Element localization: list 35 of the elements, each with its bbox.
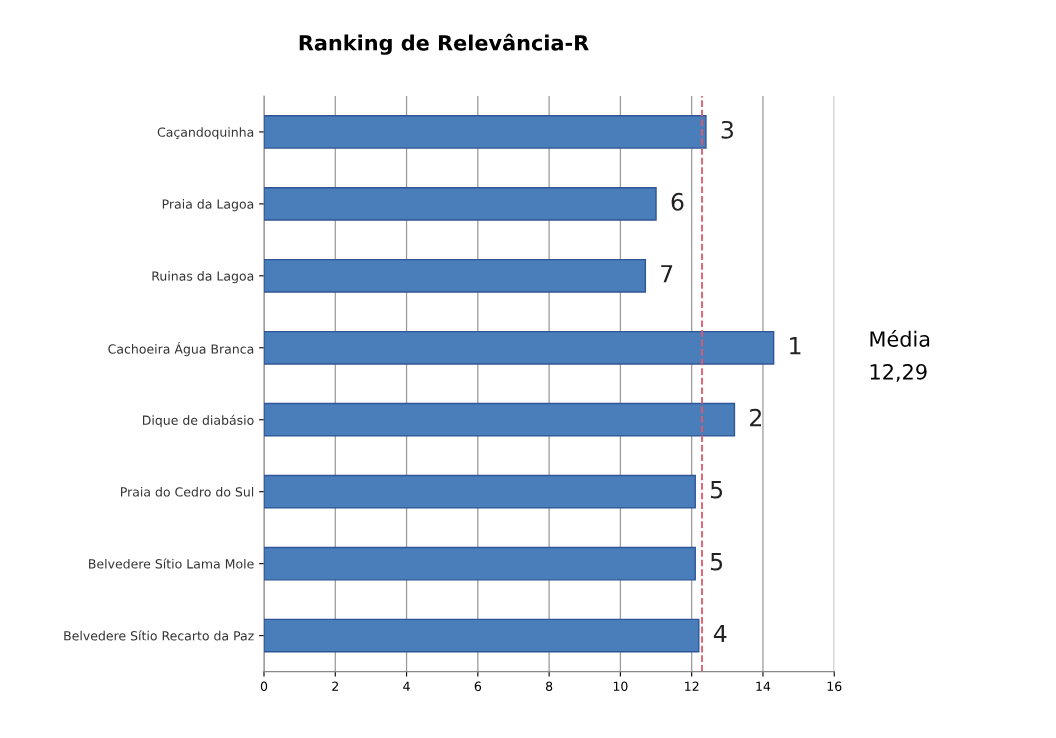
y-tick-label: Praia do Cedro do Sul <box>121 486 254 497</box>
chart-title: Ranking de Relevância-R <box>299 33 589 55</box>
bar <box>264 115 707 149</box>
x-tick-label: 6 <box>474 681 482 691</box>
annotation: 5 <box>710 552 723 571</box>
y-tick-label: Ruinas da Lagoa <box>152 271 254 284</box>
x-tick-label: 0 <box>260 681 268 691</box>
x-tick-label: 16 <box>827 681 842 691</box>
annotation: 2 <box>750 408 761 427</box>
bar <box>264 186 657 221</box>
annotation: 5 <box>710 480 723 499</box>
bar <box>264 618 700 653</box>
bar <box>264 258 647 293</box>
x-tick-label: 12 <box>685 681 699 691</box>
bar <box>264 546 696 581</box>
bar <box>264 474 696 509</box>
x-tick-label: 2 <box>332 681 338 691</box>
annotation: 7 <box>661 265 673 283</box>
x-tick-label: 14 <box>756 681 771 691</box>
annotation: 1 <box>790 337 801 355</box>
annotation: 3 <box>721 120 733 139</box>
x-tick-label: 4 <box>403 681 410 691</box>
annotation: 4 <box>713 624 727 643</box>
bar <box>264 330 775 365</box>
bar <box>264 402 736 437</box>
y-tick-label: Belvedere Sítio Recarto da Paz <box>64 630 254 641</box>
text: Média 12,29 <box>870 329 930 382</box>
y-tick-label: Belvedere Sítio Lama Mole <box>89 558 254 569</box>
y-tick-label: Dique de diabásio <box>142 414 254 428</box>
x-tick-label: 8 <box>545 681 553 691</box>
x-tick-label: 10 <box>613 681 628 691</box>
y-tick-label: Cachoeira Água Branca <box>108 342 254 357</box>
y-tick-label: Praia da Lagoa <box>162 199 254 212</box>
annotation: 6 <box>671 192 684 211</box>
y-tick-label: Caçandoquinha <box>157 127 254 140</box>
